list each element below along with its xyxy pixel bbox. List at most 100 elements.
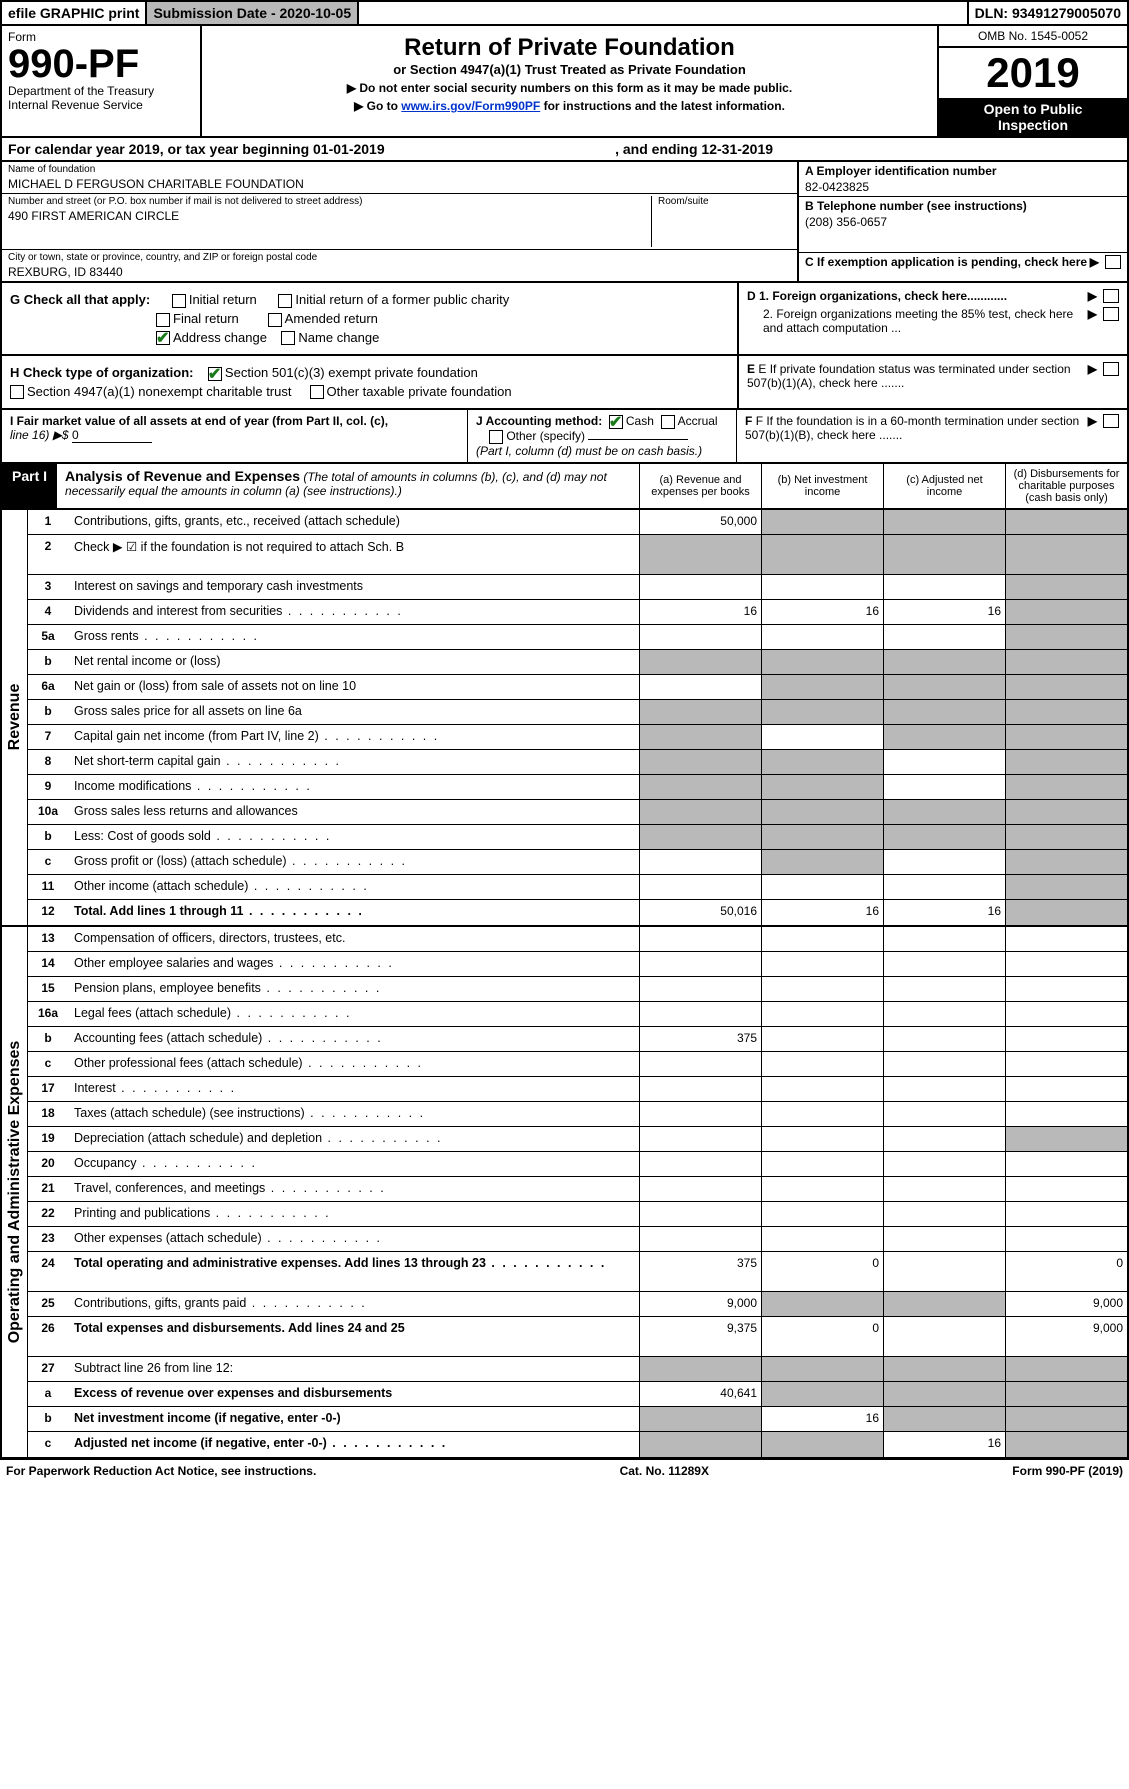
- irs-link[interactable]: www.irs.gov/Form990PF: [401, 99, 540, 113]
- line-desc: Gross sales less returns and allowances: [68, 800, 639, 824]
- omb-number: OMB No. 1545-0052: [939, 26, 1127, 48]
- instruction-2: ▶ Go to www.irs.gov/Form990PF for instru…: [212, 99, 927, 113]
- line-number: 5a: [28, 625, 68, 649]
- cell-d: [1005, 1002, 1127, 1026]
- f-checkbox[interactable]: [1103, 414, 1119, 428]
- cell-a: [639, 850, 761, 874]
- chk-other-method[interactable]: [489, 430, 503, 444]
- table-row: 18Taxes (attach schedule) (see instructi…: [28, 1102, 1127, 1127]
- cell-d: [1005, 650, 1127, 674]
- cell-c: [883, 535, 1005, 574]
- i-value: 0: [72, 428, 152, 443]
- line-desc: Contributions, gifts, grants paid: [68, 1292, 639, 1316]
- instr2-post: for instructions and the latest informat…: [540, 99, 785, 113]
- line-desc: Total expenses and disbursements. Add li…: [68, 1317, 639, 1356]
- cell-a: 50,016: [639, 900, 761, 925]
- line-desc: Legal fees (attach schedule): [68, 1002, 639, 1026]
- line-number: 2: [28, 535, 68, 574]
- line-desc: Taxes (attach schedule) (see instruction…: [68, 1102, 639, 1126]
- e-checkbox[interactable]: [1103, 362, 1119, 376]
- table-row: bLess: Cost of goods sold: [28, 825, 1127, 850]
- chk-initial-former[interactable]: [278, 294, 292, 308]
- dln-label: DLN: 93491279005070: [969, 2, 1127, 24]
- cell-d: [1005, 510, 1127, 534]
- dept-label: Department of the Treasury: [8, 84, 194, 98]
- chk-name-change[interactable]: [281, 331, 295, 345]
- chk-cash[interactable]: [609, 415, 623, 429]
- part-1-desc: Analysis of Revenue and Expenses (The to…: [57, 464, 639, 508]
- identity-block: Name of foundation MICHAEL D FERGUSON CH…: [0, 162, 1129, 283]
- cell-b: [761, 510, 883, 534]
- line-number: 20: [28, 1152, 68, 1176]
- expenses-side-text: Operating and Administrative Expenses: [6, 1041, 24, 1344]
- table-row: 21Travel, conferences, and meetings: [28, 1177, 1127, 1202]
- cell-b: [761, 1202, 883, 1226]
- chk-accrual[interactable]: [661, 415, 675, 429]
- section-i: I Fair market value of all assets at end…: [2, 410, 467, 462]
- address-label: Number and street (or P.O. box number if…: [8, 196, 651, 207]
- cell-a: [639, 927, 761, 951]
- line-number: b: [28, 650, 68, 674]
- cell-a: [639, 977, 761, 1001]
- cell-d: [1005, 1202, 1127, 1226]
- cell-b: [761, 1152, 883, 1176]
- instruction-1: ▶ Do not enter social security numbers o…: [212, 81, 927, 95]
- cell-c: [883, 1077, 1005, 1101]
- chk-final-return[interactable]: [156, 313, 170, 327]
- cell-a: 16: [639, 600, 761, 624]
- line-desc: Adjusted net income (if negative, enter …: [68, 1432, 639, 1457]
- chk-address-change[interactable]: [156, 331, 170, 345]
- cell-c: [883, 1357, 1005, 1381]
- line-number: 7: [28, 725, 68, 749]
- arrow-icon: ▶: [1088, 414, 1097, 442]
- cell-d: [1005, 1177, 1127, 1201]
- chk-initial-return[interactable]: [172, 294, 186, 308]
- chk-amended-return[interactable]: [268, 313, 282, 327]
- chk-4947a1[interactable]: [10, 385, 24, 399]
- footer-left: For Paperwork Reduction Act Notice, see …: [6, 1464, 316, 1478]
- line-number: 15: [28, 977, 68, 1001]
- cell-d: [1005, 775, 1127, 799]
- g-label: G Check all that apply:: [10, 292, 150, 307]
- cell-b: [761, 1002, 883, 1026]
- cell-c: [883, 825, 1005, 849]
- cell-c: [883, 775, 1005, 799]
- j1-label: Cash: [626, 414, 654, 428]
- header-right: OMB No. 1545-0052 2019 Open to Public In…: [937, 26, 1127, 136]
- line-desc: Net short-term capital gain: [68, 750, 639, 774]
- line-desc: Occupancy: [68, 1152, 639, 1176]
- cell-d: [1005, 1102, 1127, 1126]
- cal-year-begin: For calendar year 2019, or tax year begi…: [8, 141, 615, 157]
- cell-d: [1005, 600, 1127, 624]
- section-c-checkbox[interactable]: [1105, 255, 1121, 269]
- cell-c: [883, 800, 1005, 824]
- d1-checkbox[interactable]: [1103, 289, 1119, 303]
- table-row: 23Other expenses (attach schedule): [28, 1227, 1127, 1252]
- cell-d: [1005, 575, 1127, 599]
- cell-b: [761, 1102, 883, 1126]
- j-note: (Part I, column (d) must be on cash basi…: [476, 444, 702, 458]
- cell-c: [883, 927, 1005, 951]
- chk-other-taxable[interactable]: [310, 385, 324, 399]
- h2-label: Section 4947(a)(1) nonexempt charitable …: [27, 384, 291, 399]
- topbar-spacer: [359, 2, 969, 24]
- line-desc: Gross sales price for all assets on line…: [68, 700, 639, 724]
- line-desc: Dividends and interest from securities: [68, 600, 639, 624]
- table-row: 26Total expenses and disbursements. Add …: [28, 1317, 1127, 1357]
- part-1-header: Part I Analysis of Revenue and Expenses …: [0, 464, 1129, 510]
- d2-checkbox[interactable]: [1103, 307, 1119, 321]
- chk-501c3[interactable]: [208, 367, 222, 381]
- instr2-pre: ▶ Go to: [354, 99, 401, 113]
- arrow-icon: ▶: [1088, 362, 1097, 390]
- i-line-label: line 16) ▶$: [10, 428, 72, 442]
- cell-a: [639, 1357, 761, 1381]
- j-label: J Accounting method:: [476, 414, 602, 428]
- cell-a: [639, 675, 761, 699]
- d1-label: D 1. Foreign organizations, check here..…: [747, 289, 1007, 303]
- other-specify-line[interactable]: [588, 439, 688, 440]
- line-desc: Capital gain net income (from Part IV, l…: [68, 725, 639, 749]
- table-row: bNet investment income (if negative, ent…: [28, 1407, 1127, 1432]
- table-row: 6aNet gain or (loss) from sale of assets…: [28, 675, 1127, 700]
- table-row: 2Check ▶ ☑ if the foundation is not requ…: [28, 535, 1127, 575]
- revenue-table: Revenue 1Contributions, gifts, grants, e…: [0, 510, 1129, 927]
